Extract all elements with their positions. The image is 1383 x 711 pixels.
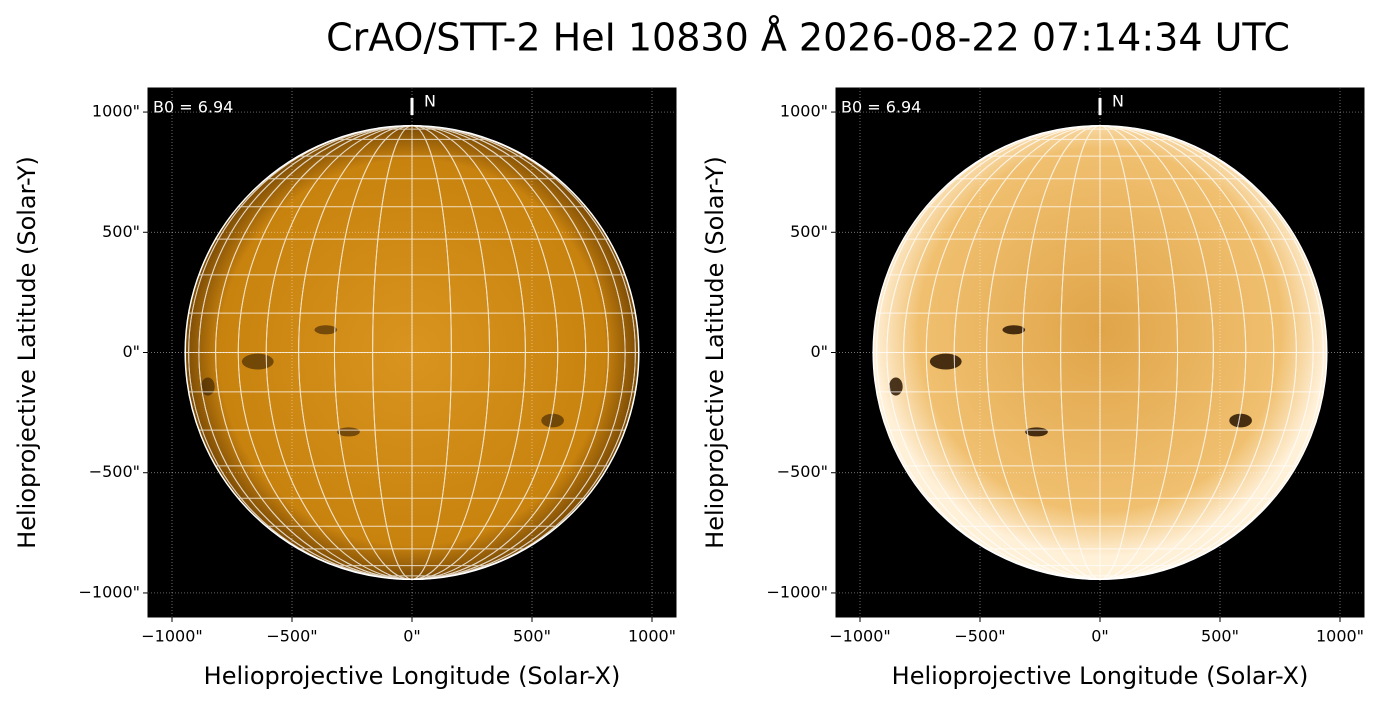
y-axis-label: Helioprojective Latitude (Solar-Y) (701, 156, 729, 549)
y-tick-label: −1000" (79, 582, 140, 601)
x-tick-label: 500" (513, 627, 551, 646)
y-tick-label: 1000" (92, 102, 140, 121)
y-tick-label: −1000" (767, 582, 828, 601)
x-axis-label: Helioprojective Longitude (Solar-X) (204, 662, 621, 690)
x-tick-label: −500" (266, 627, 317, 646)
north-label: N (424, 92, 436, 111)
y-tick-label: 500" (102, 222, 140, 241)
y-tick-label: 0" (122, 342, 140, 361)
dark-feature (889, 377, 903, 395)
x-tick-label: −500" (954, 627, 1005, 646)
dark-feature (337, 427, 360, 436)
dark-feature (314, 325, 337, 334)
x-tick-label: −1000" (829, 627, 890, 646)
annotation: B0 = 6.94 (153, 98, 233, 117)
north-label: N (1112, 92, 1124, 111)
x-tick-label: 0" (403, 627, 421, 646)
dark-feature (242, 354, 274, 370)
dark-feature (1229, 414, 1252, 428)
figure-title: CrAO/STT-2 HeI 10830 Å 2026-08-22 07:14:… (326, 16, 1290, 60)
dark-feature (1025, 427, 1048, 436)
dark-feature (541, 414, 564, 428)
x-tick-label: 500" (1201, 627, 1239, 646)
x-axis-label: Helioprojective Longitude (Solar-X) (892, 662, 1309, 690)
y-tick-label: −500" (89, 462, 140, 481)
y-tick-label: 500" (790, 222, 828, 241)
y-axis-label: Helioprojective Latitude (Solar-Y) (13, 156, 41, 549)
annotation: B0 = 6.94 (841, 98, 921, 117)
y-tick-label: −500" (777, 462, 828, 481)
y-tick-label: 1000" (780, 102, 828, 121)
x-tick-label: 0" (1091, 627, 1109, 646)
y-tick-label: 0" (810, 342, 828, 361)
dark-feature (1002, 325, 1025, 334)
x-tick-label: 1000" (1316, 627, 1364, 646)
dark-feature (930, 354, 962, 370)
dark-feature (201, 377, 215, 395)
x-tick-label: 1000" (628, 627, 676, 646)
x-tick-label: −1000" (141, 627, 202, 646)
